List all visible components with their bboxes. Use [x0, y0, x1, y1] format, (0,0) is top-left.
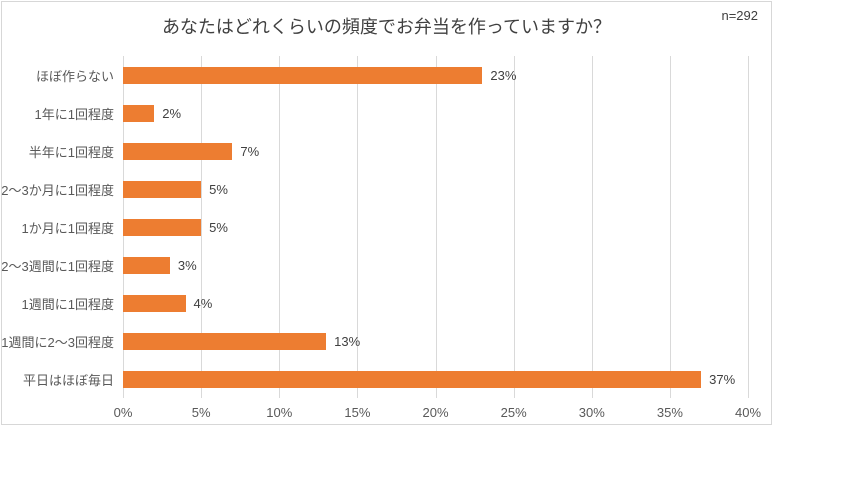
category-label: 半年に1回程度 — [28, 144, 114, 160]
category-label: 1か月に1回程度 — [21, 220, 114, 236]
gridline — [591, 56, 593, 398]
bar — [123, 142, 233, 160]
bar — [123, 104, 155, 122]
gridline — [279, 56, 281, 398]
bar-data-label: 13% — [334, 333, 361, 349]
bar-row: 7% — [123, 132, 748, 170]
bar-row: 5% — [123, 170, 748, 208]
gridline — [669, 56, 671, 398]
gridline — [748, 56, 749, 398]
gridline — [201, 56, 203, 398]
bar-row: 5% — [123, 208, 748, 246]
value-axis: 0% 5% 10% 15% 20% 25% 30% 35% 40% — [114, 403, 761, 421]
sample-size-label: n=292 — [721, 8, 758, 23]
category-label: 1週間に2～3回程度 — [1, 334, 114, 350]
bar-row: 37% — [123, 360, 748, 398]
gridline — [513, 56, 515, 398]
chart-title: あなたはどれくらいの頻度でお弁当を作っていますか？ — [161, 17, 612, 37]
x-axis-tick-label: 25% — [500, 405, 527, 420]
x-axis-tick-label: 30% — [578, 405, 605, 420]
bar — [123, 294, 186, 312]
bar — [123, 66, 483, 84]
bar — [123, 370, 702, 388]
bar-data-label: 37% — [709, 371, 736, 387]
x-axis-tick-label: 40% — [734, 405, 762, 420]
x-axis-tick-label: 0% — [113, 405, 133, 420]
x-axis-tick-label: 5% — [191, 405, 211, 420]
x-axis-tick-label: 20% — [422, 405, 449, 420]
x-axis-tick-label: 15% — [344, 405, 371, 420]
bar-data-label: 7% — [240, 143, 260, 159]
bar-data-label: 5% — [209, 219, 228, 235]
category-label: ほぼ作らない — [35, 68, 114, 84]
bar-row: 23% — [123, 56, 748, 94]
bar-row: 13% — [123, 322, 748, 360]
bar — [123, 332, 327, 350]
gridline — [357, 56, 359, 398]
bar — [123, 256, 170, 274]
bar-chart: あなたはどれくらいの頻度でお弁当を作っていますか？ n=292 ほぼ作らない 1年… — [1, 1, 772, 425]
bar-data-label: 3% — [177, 257, 197, 273]
bar-row: 2% — [123, 94, 748, 132]
category-label: 平日はほぼ毎日 — [22, 372, 114, 388]
bar-series: 23% 2% 7% 5% 5% 3% 4% 13% 37% — [123, 56, 748, 398]
category-label: 2～3か月に1回程度 — [1, 182, 114, 198]
bar-row: 4% — [123, 284, 748, 322]
bar-data-label: 23% — [490, 67, 517, 83]
bar-row: 3% — [123, 246, 748, 284]
category-label: 1年に1回程度 — [34, 106, 114, 122]
category-label: 2～3週間に1回程度 — [1, 258, 114, 274]
category-label: 1週間に1回程度 — [21, 296, 114, 312]
bar — [123, 180, 202, 198]
gridline — [435, 56, 437, 398]
bar-data-label: 2% — [162, 105, 182, 121]
x-axis-tick-label: 35% — [656, 405, 683, 420]
bar — [123, 218, 202, 236]
bar-data-label: 4% — [193, 295, 213, 311]
plot-area: 23% 2% 7% 5% 5% 3% 4% 13% 37% — [123, 56, 749, 398]
bar-data-label: 5% — [209, 181, 228, 197]
x-axis-tick-label: 10% — [266, 405, 293, 420]
category-axis: ほぼ作らない 1年に1回程度 半年に1回程度 2～3か月に1回程度 1か月に1回程度 2～… — [1, 56, 114, 398]
